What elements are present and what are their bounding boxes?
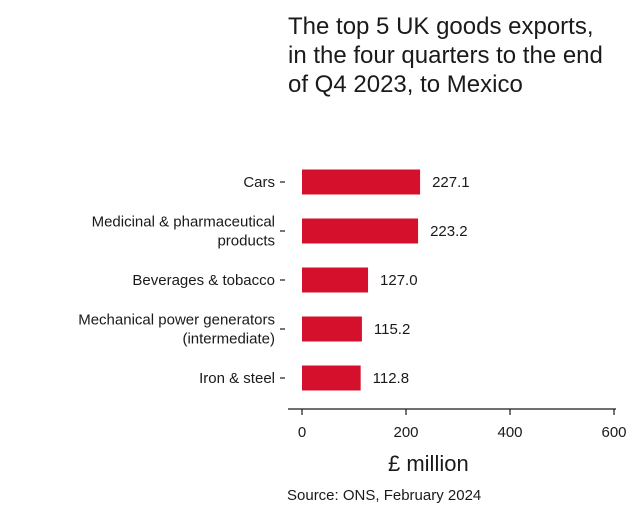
bar-2: [302, 267, 369, 293]
category-label-1-1: products: [217, 233, 275, 250]
value-label-2: 127.0: [380, 272, 418, 289]
bar-0: [302, 169, 421, 195]
x-tick-label-2: 400: [497, 424, 522, 441]
bar-4: [302, 365, 361, 391]
x-tick-label-3: 600: [601, 424, 626, 441]
bar-3: [302, 316, 362, 342]
category-label-1-0: Medicinal & pharmaceutical: [92, 214, 275, 231]
value-label-1: 223.2: [430, 223, 468, 240]
bar-1: [302, 218, 419, 244]
x-tick-label-0: 0: [298, 424, 306, 441]
category-label-0-0: Cars: [243, 174, 275, 191]
value-label-3: 115.2: [374, 321, 410, 338]
value-label-0: 227.1: [432, 174, 470, 191]
source-note: Source: ONS, February 2024: [287, 487, 482, 504]
category-label-2-0: Beverages & tobacco: [132, 272, 275, 289]
category-label-3-1: (intermediate): [182, 331, 275, 348]
x-axis: 0 200 400 600: [288, 408, 627, 441]
x-axis-label: £ million: [388, 451, 469, 476]
value-label-4: 112.8: [373, 370, 409, 387]
category-labels-group: Cars Medicinal & pharmaceutical products Be…: [78, 174, 285, 387]
category-label-4-0: Iron & steel: [199, 370, 275, 387]
category-label-3-0: Mechanical power generators: [78, 312, 275, 329]
bars-group: 227.1 223.2 127.0 115.2 112.8: [302, 169, 470, 391]
x-tick-label-1: 200: [393, 424, 418, 441]
chart-title: The top 5 UK goods exports, in the four …: [288, 13, 603, 98]
